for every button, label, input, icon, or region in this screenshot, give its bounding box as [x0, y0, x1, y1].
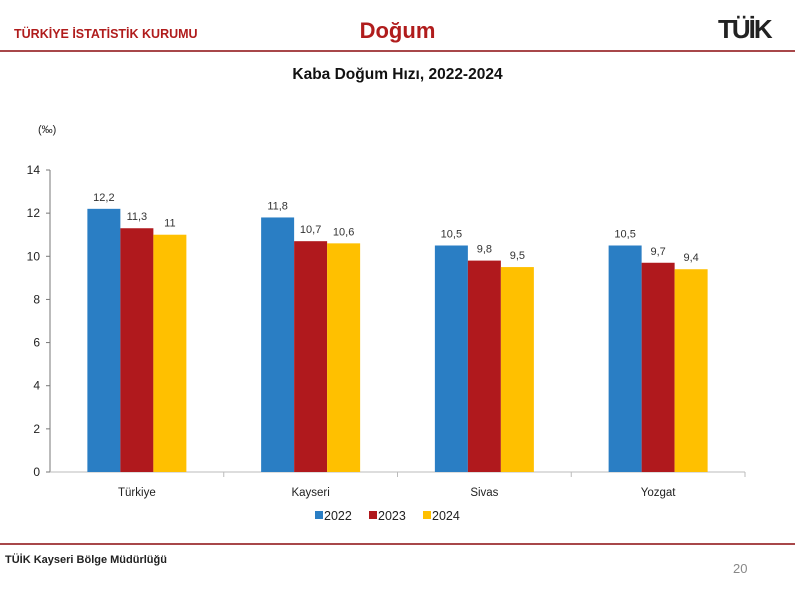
legend-swatch-2022: [315, 511, 323, 519]
data-label: 11: [164, 218, 175, 230]
bar-2022-Yozgat: [608, 245, 642, 472]
bar-2023-Sivas: [467, 260, 501, 472]
data-label: 9,4: [683, 252, 698, 264]
bar-2022-Türkiye: [87, 208, 121, 473]
y-tick-label: 10: [27, 249, 41, 263]
data-label: 11,8: [267, 200, 288, 212]
bar-2024-Sivas: [500, 267, 534, 472]
y-tick-label: 2: [33, 422, 40, 436]
bar-2024-Türkiye: [153, 234, 187, 472]
x-tick-label: Yozgat: [641, 487, 677, 499]
page-number: 20: [733, 561, 748, 576]
x-tick-label: Kayseri: [291, 487, 329, 499]
bar-2024-Kayseri: [327, 243, 361, 472]
footer-office: TÜİK Kayseri Bölge Müdürlüğü: [5, 554, 167, 566]
data-label: 10,7: [300, 224, 321, 236]
y-tick-label: 12: [27, 206, 41, 220]
y-tick-label: 8: [33, 292, 40, 306]
y-tick-label: 4: [33, 379, 40, 393]
y-tick-label: 0: [33, 465, 40, 479]
bar-2023-Türkiye: [120, 228, 154, 472]
bar-2023-Kayseri: [294, 241, 328, 472]
legend-label: 2024: [432, 509, 460, 523]
header-divider: [0, 50, 795, 52]
data-label: 10,6: [333, 226, 354, 238]
bar-chart: (‰) 0 2 4 6 8 10 12 14 Türkiye 12,2 11,3 11 Kayseri 11…: [27, 124, 746, 523]
org-name: TÜRKİYE İSTATİSTİK KURUMU: [14, 27, 198, 41]
data-label: 9,5: [510, 250, 525, 262]
x-tick-label: Sivas: [470, 487, 498, 499]
legend-swatch-2024: [423, 511, 431, 519]
y-tick-label: 6: [33, 336, 40, 350]
data-label: 9,7: [650, 246, 665, 258]
footer-divider: [0, 543, 795, 545]
bar-2022-Kayseri: [261, 217, 295, 472]
data-label: 10,5: [614, 229, 635, 241]
data-label: 12,2: [93, 192, 114, 204]
legend-label: 2022: [324, 509, 352, 523]
y-axis-unit: (‰): [38, 124, 56, 136]
legend-swatch-2023: [369, 511, 377, 519]
bar-2023-Yozgat: [641, 262, 675, 472]
y-tick-label: 14: [27, 163, 41, 177]
chart-title: Kaba Doğum Hızı, 2022-2024: [292, 66, 503, 83]
legend-label: 2023: [378, 509, 406, 523]
data-label: 9,8: [477, 244, 492, 256]
bar-2022-Sivas: [434, 245, 468, 472]
tuik-logo: TÜİK: [718, 14, 773, 44]
x-tick-label: Türkiye: [118, 487, 156, 499]
data-label: 10,5: [441, 229, 462, 241]
slide-title: Doğum: [359, 18, 436, 43]
bar-2024-Yozgat: [674, 269, 708, 472]
data-label: 11,3: [127, 211, 148, 223]
